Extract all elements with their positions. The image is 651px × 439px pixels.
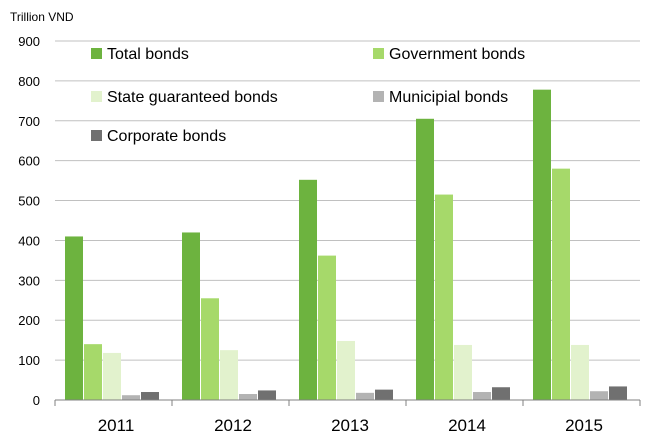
bar-total-bonds-2012 (182, 232, 200, 400)
bar-total-bonds-2015 (533, 89, 551, 401)
y-tick-label: 100 (18, 353, 40, 368)
y-tick-label: 500 (18, 194, 40, 209)
bar-state-guaranteed-bonds-2011 (103, 352, 121, 400)
bar-municipial-bonds-2012 (239, 394, 257, 400)
y-tick-label: 800 (18, 74, 40, 89)
x-tick-label: 2015 (565, 416, 603, 435)
x-axis (54, 399, 641, 406)
legend-label: Total bonds (107, 46, 189, 63)
bar-corporate-bonds-2014 (492, 387, 510, 400)
bar-municipial-bonds-2014 (473, 392, 491, 400)
bar-corporate-bonds-2012 (258, 390, 276, 400)
legend-label: State guaranteed bonds (107, 89, 278, 106)
y-tick-label: 400 (18, 233, 40, 248)
y-axis-ticks: 0 100 200 300 400 500 600 700 800 900 (18, 34, 40, 408)
legend-label: Government bonds (389, 46, 525, 63)
legend-swatch (373, 48, 384, 59)
bar-government-bonds-2014 (435, 194, 453, 400)
bar-state-guaranteed-bonds-2014 (454, 344, 472, 400)
bar-government-bonds-2011 (84, 344, 102, 400)
bar-corporate-bonds-2013 (375, 389, 393, 400)
bar-corporate-bonds-2011 (141, 392, 159, 400)
bars (65, 89, 627, 401)
legend-swatch (91, 48, 102, 59)
legend-swatch (373, 91, 384, 102)
bar-municipial-bonds-2011 (122, 395, 140, 400)
grid-lines (55, 40, 640, 361)
y-tick-label: 300 (18, 273, 40, 288)
y-tick-label: 900 (18, 34, 40, 49)
bar-corporate-bonds-2015 (609, 386, 627, 400)
bar-government-bonds-2015 (552, 168, 570, 400)
x-tick-label: 2012 (214, 416, 252, 435)
y-tick-label: 200 (18, 313, 40, 328)
legend-label: Corporate bonds (107, 128, 226, 145)
legend: Total bonds Government bonds State guarant… (91, 46, 525, 145)
legend-swatch (91, 130, 102, 141)
y-tick-label: 0 (33, 393, 40, 408)
bar-total-bonds-2011 (65, 236, 83, 400)
legend-swatch (91, 91, 102, 102)
y-tick-label: 700 (18, 114, 40, 129)
x-tick-label: 2014 (448, 416, 486, 435)
bar-government-bonds-2012 (201, 298, 219, 400)
legend-label: Municipial bonds (389, 89, 508, 106)
bar-government-bonds-2013 (318, 255, 336, 400)
bar-total-bonds-2014 (416, 118, 434, 401)
bar-total-bonds-2013 (299, 179, 317, 400)
x-axis-ticks: 2011 2012 2013 2014 2015 (98, 416, 603, 435)
bar-municipial-bonds-2013 (356, 392, 374, 400)
x-tick-label: 2011 (98, 416, 135, 435)
y-tick-label: 600 (18, 154, 40, 169)
bar-state-guaranteed-bonds-2015 (571, 344, 589, 400)
bar-municipial-bonds-2015 (590, 391, 608, 400)
x-tick-label: 2013 (331, 416, 369, 435)
bar-state-guaranteed-bonds-2013 (337, 340, 355, 400)
bar-state-guaranteed-bonds-2012 (220, 350, 238, 400)
y-unit-label: Trillion VND (10, 10, 74, 24)
